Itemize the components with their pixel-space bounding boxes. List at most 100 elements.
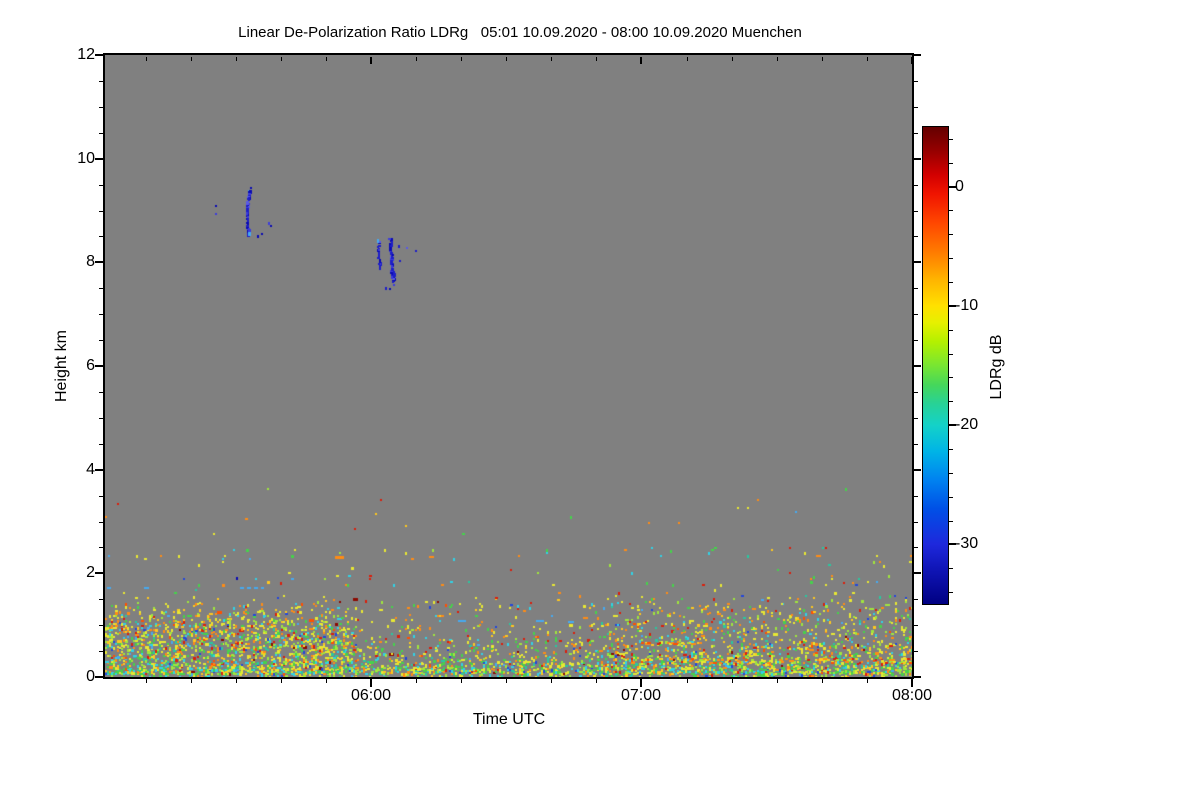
x-axis-label: Time UTC: [472, 711, 546, 728]
colorbar-minor-tick: [949, 330, 953, 331]
colorbar-minor-tick: [949, 139, 953, 140]
colorbar-major-tick: [949, 186, 956, 188]
x-minor-tick: [191, 679, 192, 683]
y-major-tick-right: [914, 54, 921, 56]
y-minor-tick-right: [914, 211, 918, 212]
colorbar-minor-tick: [949, 401, 953, 402]
y-minor-tick: [99, 185, 103, 186]
x-minor-tick-top: [506, 57, 507, 61]
x-minor-tick: [777, 679, 778, 683]
colorbar: [922, 126, 949, 605]
x-minor-tick-top: [867, 57, 868, 61]
y-major-tick: [95, 572, 103, 574]
x-tick-label: 07:00: [620, 687, 662, 704]
x-major-tick: [640, 679, 642, 687]
colorbar-minor-tick: [949, 234, 953, 235]
y-minor-tick: [99, 314, 103, 315]
x-minor-tick: [732, 679, 733, 683]
x-minor-tick-top: [687, 57, 688, 61]
y-major-tick: [95, 469, 103, 471]
x-major-tick: [370, 679, 372, 687]
y-tick-label: 4: [86, 461, 95, 478]
x-minor-tick-top: [146, 57, 147, 61]
y-major-tick-right: [914, 158, 921, 160]
chart-title: Linear De-Polarization Ratio LDRg 05:01 …: [238, 24, 802, 41]
y-minor-tick-right: [914, 288, 918, 289]
y-minor-tick: [99, 522, 103, 523]
colorbar-tick-label: -10: [955, 297, 979, 314]
y-minor-tick-right: [914, 340, 918, 341]
x-minor-tick: [281, 679, 282, 683]
colorbar-tick-label: -20: [955, 416, 979, 433]
x-major-tick-top: [640, 57, 642, 64]
x-major-tick-top: [370, 57, 372, 64]
x-minor-tick: [687, 679, 688, 683]
y-major-tick-right: [914, 676, 921, 678]
colorbar-minor-tick: [949, 377, 953, 378]
colorbar-minor-tick: [949, 568, 953, 569]
y-minor-tick-right: [914, 418, 918, 419]
y-minor-tick-right: [914, 651, 918, 652]
y-minor-tick-right: [914, 392, 918, 393]
x-minor-tick: [596, 679, 597, 683]
colorbar-tick-label: 0: [955, 178, 964, 195]
y-major-tick-right: [914, 469, 921, 471]
y-minor-tick: [99, 236, 103, 237]
x-minor-tick: [867, 679, 868, 683]
colorbar-major-tick: [949, 543, 956, 545]
y-minor-tick: [99, 547, 103, 548]
y-minor-tick: [99, 418, 103, 419]
x-minor-tick: [461, 679, 462, 683]
y-tick-label: 10: [77, 150, 95, 167]
y-minor-tick: [99, 340, 103, 341]
y-minor-tick: [99, 133, 103, 134]
y-minor-tick: [99, 599, 103, 600]
y-major-tick: [95, 676, 103, 678]
colorbar-minor-tick: [949, 592, 953, 593]
x-minor-tick-top: [326, 57, 327, 61]
y-minor-tick: [99, 288, 103, 289]
x-minor-tick: [551, 679, 552, 683]
colorbar-minor-tick: [949, 449, 953, 450]
x-minor-tick: [506, 679, 507, 683]
y-tick-label: 12: [77, 46, 95, 63]
x-minor-tick-top: [732, 57, 733, 61]
colorbar-minor-tick: [949, 163, 953, 164]
x-major-tick-top: [911, 57, 913, 64]
x-minor-tick-top: [416, 57, 417, 61]
y-minor-tick-right: [914, 444, 918, 445]
x-minor-tick: [416, 679, 417, 683]
x-minor-tick-top: [461, 57, 462, 61]
colorbar-minor-tick: [949, 521, 953, 522]
plot-canvas: [105, 55, 912, 677]
y-minor-tick: [99, 107, 103, 108]
colorbar-major-tick: [949, 424, 956, 426]
x-major-tick: [911, 679, 913, 687]
colorbar-minor-tick: [949, 497, 953, 498]
y-minor-tick: [99, 625, 103, 626]
x-minor-tick: [236, 679, 237, 683]
y-minor-tick-right: [914, 133, 918, 134]
y-minor-tick-right: [914, 496, 918, 497]
y-tick-label: 2: [86, 564, 95, 581]
x-minor-tick-top: [822, 57, 823, 61]
y-minor-tick-right: [914, 625, 918, 626]
x-tick-label: 08:00: [891, 687, 933, 704]
y-minor-tick-right: [914, 185, 918, 186]
colorbar-minor-tick: [949, 210, 953, 211]
y-major-tick-right: [914, 572, 921, 574]
y-minor-tick-right: [914, 599, 918, 600]
y-major-tick-right: [914, 261, 921, 263]
y-minor-tick-right: [914, 236, 918, 237]
x-minor-tick-top: [777, 57, 778, 61]
y-tick-label: 6: [86, 357, 95, 374]
x-minor-tick-top: [191, 57, 192, 61]
y-major-tick: [95, 54, 103, 56]
y-minor-tick: [99, 651, 103, 652]
y-minor-tick-right: [914, 314, 918, 315]
colorbar-major-tick: [949, 305, 956, 307]
y-minor-tick-right: [914, 547, 918, 548]
x-minor-tick-top: [281, 57, 282, 61]
x-minor-tick-top: [596, 57, 597, 61]
x-minor-tick-top: [551, 57, 552, 61]
